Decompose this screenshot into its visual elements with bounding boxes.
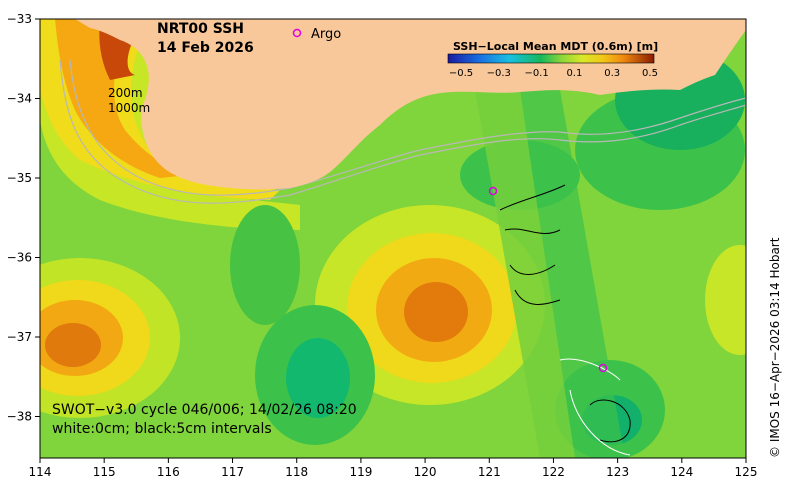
date-title: 14 Feb 2026 <box>157 40 254 56</box>
longitude-axis: 114 115 116 117 118 119 120 121 122 123 124 125 <box>29 458 758 479</box>
lon-tick-label: 116 <box>157 465 180 479</box>
lat-tick-label: −38 <box>7 410 32 424</box>
lon-tick-label: 120 <box>414 465 437 479</box>
lon-tick-label: 115 <box>93 465 116 479</box>
isobath-label-200m: 200m <box>108 86 143 100</box>
lon-tick-label: 117 <box>221 465 244 479</box>
lon-tick-label: 121 <box>478 465 501 479</box>
lon-tick-label: 122 <box>542 465 565 479</box>
swot-note-line1: SWOT−v3.0 cycle 046/006; 14/02/26 08:20 <box>52 402 357 418</box>
swot-note-line2: white:0cm; black:5cm intervals <box>52 421 272 437</box>
lat-tick-label: −36 <box>7 251 32 265</box>
lon-tick-label: 114 <box>29 465 52 479</box>
lat-tick-label: −34 <box>7 92 32 106</box>
colorbar-ticks: −0.5 −0.3 −0.1 0.1 0.3 0.5 <box>449 68 658 79</box>
colorbar-tick-label: −0.5 <box>449 68 473 79</box>
colorbar-tick-label: 0.5 <box>642 68 658 79</box>
lat-tick-label: −35 <box>7 171 32 185</box>
product-title: NRT00 SSH <box>157 21 244 37</box>
lon-tick-label: 124 <box>670 465 693 479</box>
colorbar-tick-label: 0.1 <box>566 68 582 79</box>
argo-float-marker <box>488 186 498 196</box>
lat-tick-label: −37 <box>7 330 32 344</box>
credit-text: © IMOS 16−Apr−2026 03:14 Hobart <box>768 237 782 458</box>
argo-legend-label: Argo <box>311 27 341 42</box>
colorbar-title: SSH−Local Mean MDT (0.6m) [m] <box>453 40 658 53</box>
argo-legend-icon <box>292 28 302 38</box>
plot-frame <box>39 18 747 459</box>
colorbar-tick-label: −0.3 <box>487 68 511 79</box>
argo-float-marker <box>598 363 608 373</box>
isobath-label-1000m: 1000m <box>108 101 150 115</box>
colorbar-tick-label: 0.3 <box>604 68 620 79</box>
lon-tick-label: 119 <box>349 465 372 479</box>
colorbar-tick-label: −0.1 <box>524 68 548 79</box>
lat-tick-label: −33 <box>7 12 32 26</box>
colorbar <box>447 53 655 64</box>
lon-tick-label: 123 <box>606 465 629 479</box>
lon-tick-label: 125 <box>735 465 758 479</box>
ssh-field <box>40 19 746 458</box>
lon-tick-label: 118 <box>285 465 308 479</box>
latitude-axis: −33 −34 −35 −36 −37 −38 <box>7 12 40 424</box>
